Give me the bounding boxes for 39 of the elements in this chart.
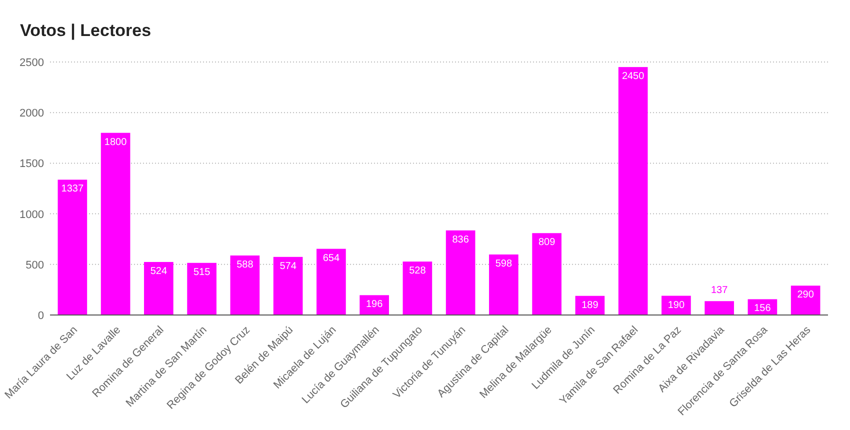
bar (446, 230, 476, 315)
bar (489, 254, 518, 315)
data-label: 515 (193, 266, 211, 278)
bar (144, 262, 174, 315)
chart-title: Votos | Lectores (20, 21, 152, 40)
bar (58, 180, 88, 315)
data-label: 196 (366, 299, 384, 310)
bar (187, 262, 216, 315)
data-label: 588 (236, 259, 254, 270)
data-label: 836 (452, 234, 470, 246)
bar (402, 262, 432, 315)
bar (100, 132, 130, 315)
data-label: 190 (668, 300, 685, 311)
data-label: 809 (538, 237, 556, 248)
y-tick-label: 2500 (20, 57, 44, 69)
y-tick-label: 2000 (20, 108, 44, 120)
bar (618, 67, 648, 315)
data-label: 156 (754, 303, 772, 314)
bar (790, 286, 820, 315)
y-tick-label: 0 (38, 310, 44, 322)
bar (273, 256, 303, 315)
bar (532, 233, 562, 315)
y-tick-label: 1000 (20, 208, 44, 221)
data-label: 137 (710, 285, 728, 296)
bar (230, 255, 260, 315)
y-tick-label: 1500 (20, 158, 44, 170)
data-label: 654 (322, 252, 340, 264)
bar (704, 301, 734, 315)
data-label: 528 (409, 266, 426, 277)
data-label: 1337 (61, 184, 84, 195)
data-label: 290 (797, 290, 814, 301)
y-tick-label: 500 (26, 259, 44, 272)
data-label: 524 (150, 266, 168, 277)
data-label: 598 (495, 258, 512, 270)
data-label: 574 (280, 260, 297, 272)
data-label: 189 (582, 300, 599, 311)
data-label: 1800 (104, 136, 128, 148)
data-label: 2450 (622, 71, 645, 82)
bar (316, 248, 346, 315)
